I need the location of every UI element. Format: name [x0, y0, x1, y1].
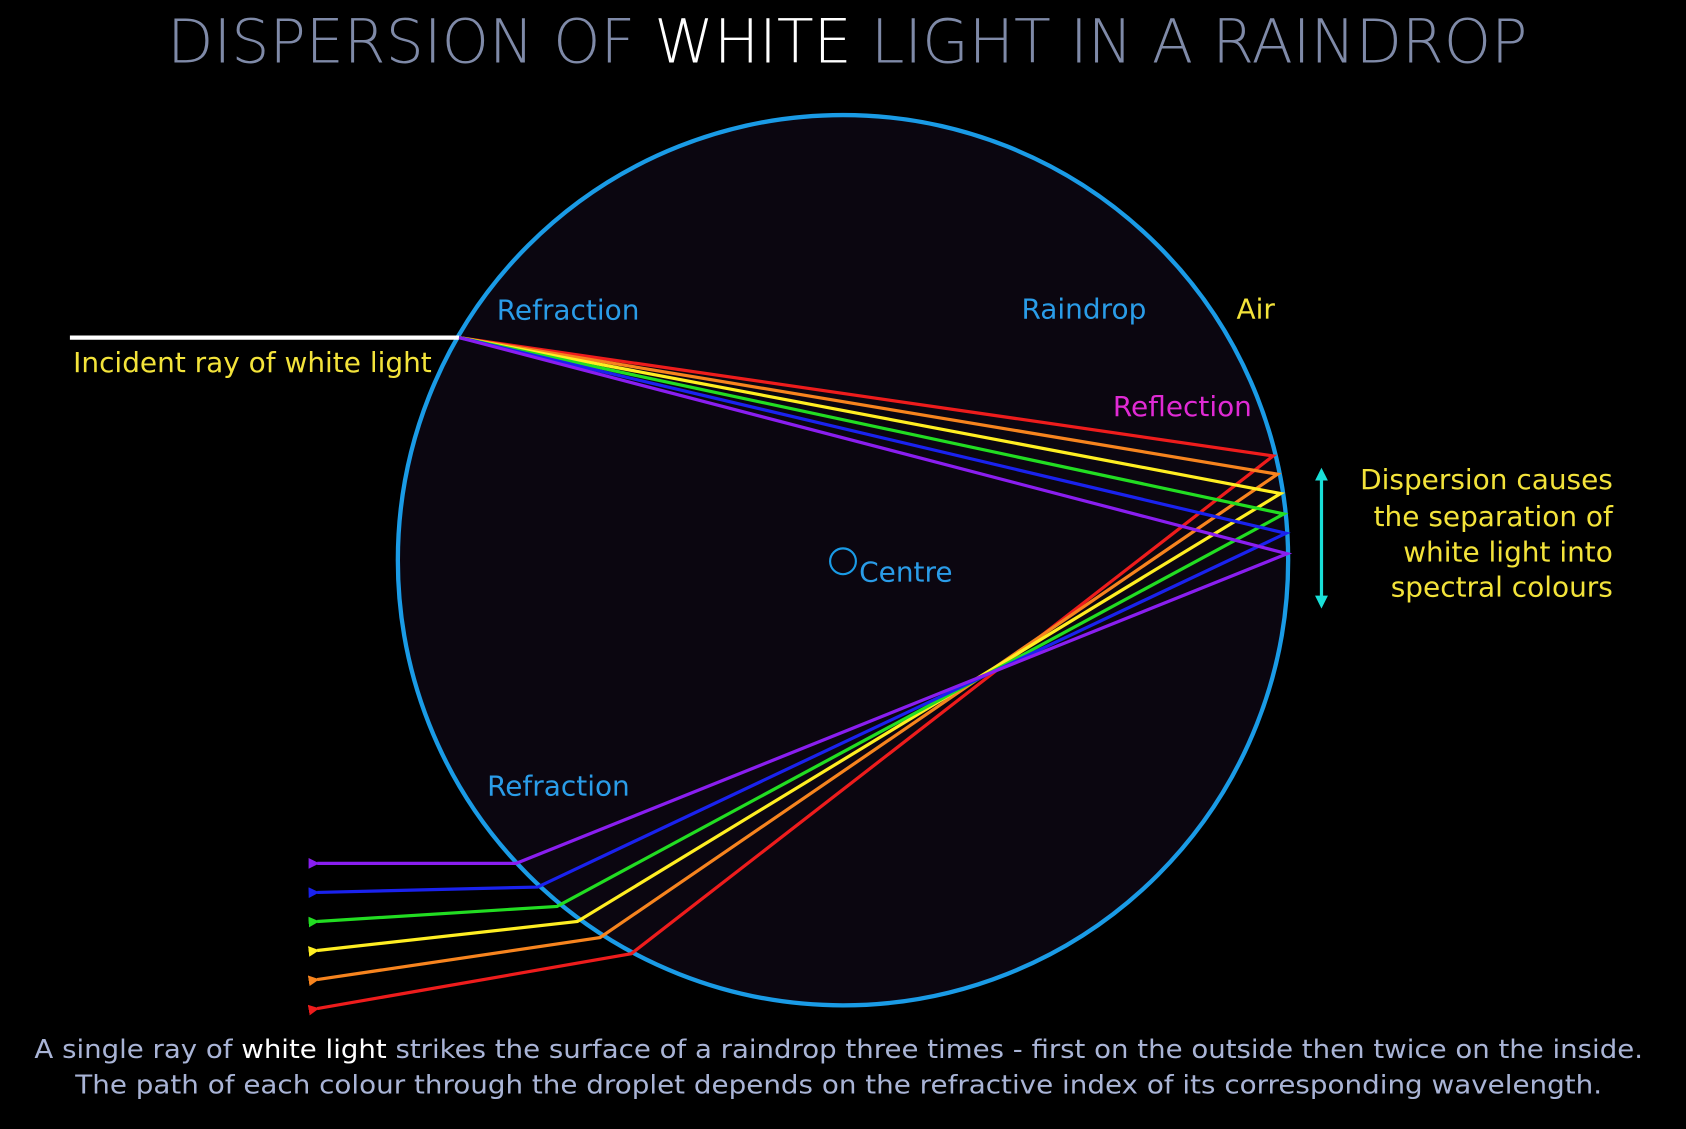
red-ray [307, 336, 1278, 1016]
caption-part: strikes the surface of a raindrop three … [387, 1035, 1643, 1065]
blue-ray [308, 336, 1291, 899]
title-highlight: WHITE [654, 7, 851, 77]
green-ray [308, 336, 1289, 928]
caption-line: A single ray of white light strikes the … [34, 1035, 1643, 1065]
label-reflection: Reflection [1113, 390, 1252, 423]
spectral-rays [307, 336, 1293, 1016]
label-refraction: Refraction [487, 770, 630, 803]
label-refraction: Refraction [497, 293, 640, 326]
centre-marker [829, 547, 857, 576]
dispersion-line: spectral colours [1391, 571, 1613, 604]
orange-ray [307, 336, 1282, 987]
label-incident: Incident ray of white light [73, 346, 432, 379]
label-raindrop: Raindrop [1021, 292, 1146, 325]
dispersion-line: Dispersion causes [1360, 463, 1613, 496]
violet-ray [308, 336, 1293, 869]
dispersion-line: white light into [1403, 535, 1613, 568]
caption-highlight: white light [241, 1035, 386, 1065]
label-centre: Centre [859, 556, 952, 589]
caption-line: The path of each colour through the drop… [74, 1071, 1602, 1101]
title: DISPERSION OF WHITE LIGHT IN A RAINDROP [167, 7, 1527, 77]
label-air: Air [1237, 292, 1276, 325]
caption-part: A single ray of [34, 1035, 241, 1065]
title-part: DISPERSION OF [167, 7, 654, 77]
dispersion-line: the separation of [1374, 500, 1614, 533]
yellow-ray [308, 336, 1286, 957]
raindrop-circle [395, 112, 1291, 1008]
title-part: LIGHT IN A RAINDROP [852, 7, 1528, 77]
